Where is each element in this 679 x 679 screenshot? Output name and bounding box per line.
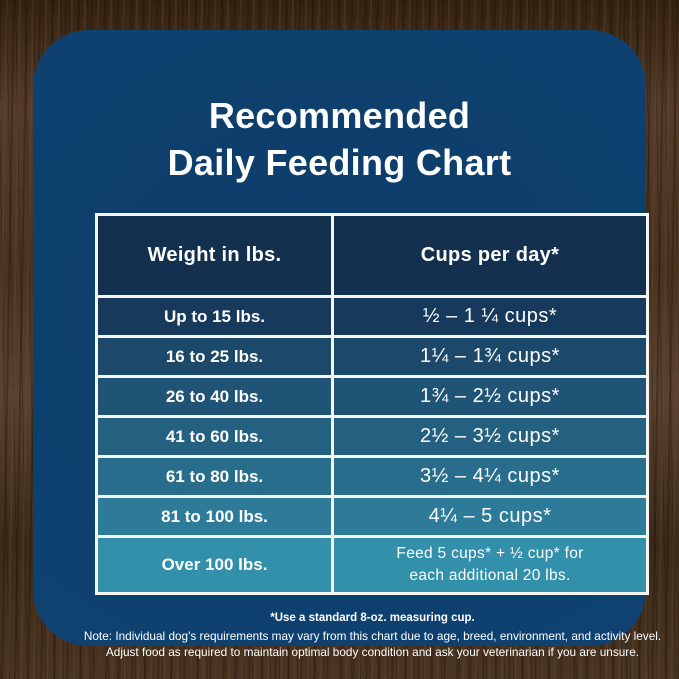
- col-header-weight: Weight in lbs.: [98, 216, 331, 295]
- cups-value-cell: 1¾ – 2½ cups*: [334, 378, 646, 415]
- feeding-chart-card: Recommended Daily Feeding Chart Weight i…: [33, 30, 661, 659]
- cups-value-line2: each additional 20 lbs.: [409, 567, 571, 584]
- weight-cell: 81 to 100 lbs.: [98, 498, 331, 535]
- weight-cell: Over 100 lbs.: [98, 538, 331, 592]
- cups-value-cell: ½ – 1 ¼ cups*: [334, 298, 646, 335]
- cups-value-cell: Feed 5 cups* + ½ cup* for each additiona…: [334, 538, 646, 592]
- weight-cell: 16 to 25 lbs.: [98, 338, 331, 375]
- cups-value-cell: 4¼ – 5 cups*: [334, 498, 646, 535]
- page-title-line1: Recommended: [208, 95, 471, 136]
- footnotes: *Use a standard 8-oz. measuring cup. Not…: [66, 611, 679, 660]
- weight-cell: Up to 15 lbs.: [98, 298, 331, 335]
- disclaimer-line1: Note: Individual dog's requirements may …: [83, 629, 662, 643]
- feeding-table: Weight in lbs. Cups per day* Up to 15 lb…: [95, 213, 649, 595]
- cups-value-cell: 1¼ – 1¾ cups*: [334, 338, 646, 375]
- weight-cell: 41 to 60 lbs.: [98, 418, 331, 455]
- page-title-line2: Daily Feeding Chart: [167, 142, 512, 183]
- weight-cell: 61 to 80 lbs.: [98, 458, 331, 495]
- cups-value-line1: Feed 5 cups* + ½ cup* for: [396, 545, 584, 562]
- measuring-cup-note: *Use a standard 8-oz. measuring cup.: [270, 612, 475, 624]
- cups-value-cell: 2½ – 3½ cups*: [334, 418, 646, 455]
- disclaimer-line2: Adjust food as required to maintain opti…: [105, 645, 640, 659]
- cups-value-cell: 3½ – 4¼ cups*: [334, 458, 646, 495]
- col-header-cups: Cups per day*: [334, 216, 646, 295]
- page-title: Recommended Daily Feeding Chart: [33, 92, 646, 186]
- weight-cell: 26 to 40 lbs.: [98, 378, 331, 415]
